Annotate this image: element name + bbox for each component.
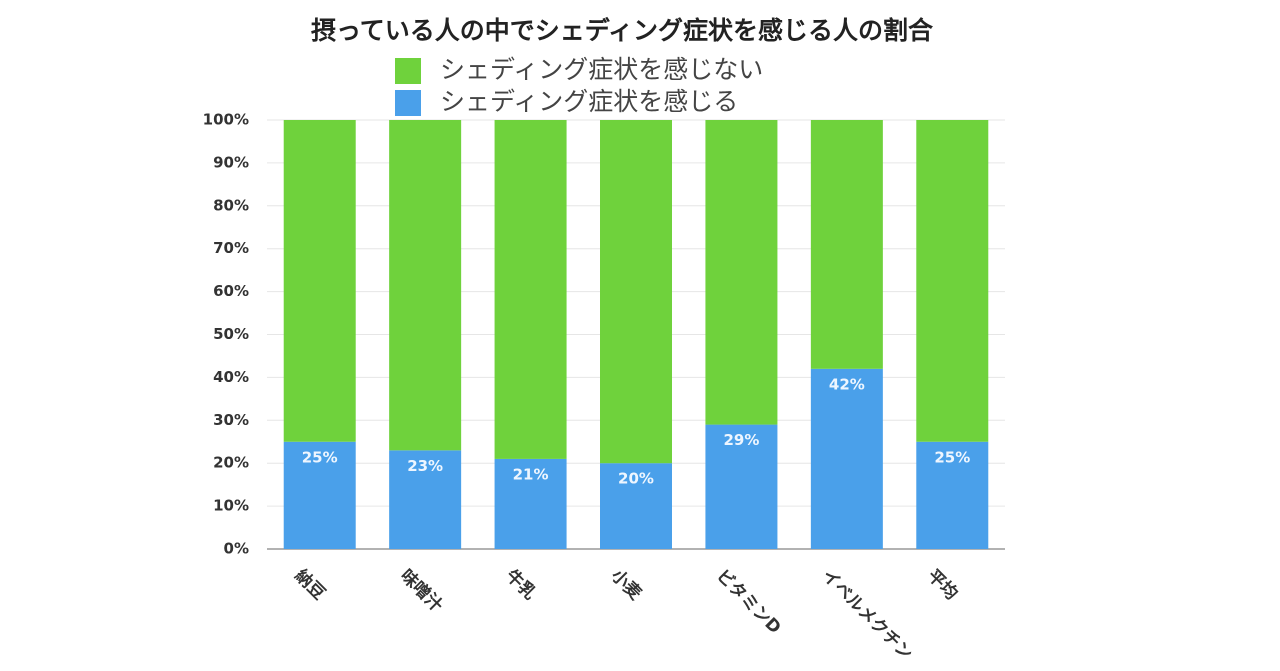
- chart-title: 摂っている人の中でシェディング症状を感じる人の割合: [311, 16, 934, 45]
- bar-segment: [916, 441, 989, 549]
- legend-swatch: [395, 58, 421, 84]
- data-label: 42%: [829, 375, 865, 393]
- y-tick-label: 30%: [213, 411, 249, 429]
- bar-segment: [705, 424, 778, 549]
- bar-segment: [810, 120, 883, 369]
- legend-label: シェディング症状を感じる: [440, 87, 738, 116]
- bar-segment: [389, 450, 462, 549]
- y-tick-label: 20%: [213, 454, 249, 472]
- y-tick-label: 60%: [213, 282, 249, 300]
- x-tick-label: 平均: [923, 565, 962, 604]
- x-tick-label: イベルメクチン: [818, 566, 916, 664]
- y-tick-label: 70%: [213, 239, 249, 257]
- data-label: 23%: [407, 457, 443, 475]
- data-label: 25%: [302, 448, 338, 466]
- legend-swatch: [395, 90, 421, 116]
- bar-segment: [283, 441, 356, 549]
- y-tick-label: 50%: [213, 325, 249, 343]
- x-tick-label: 牛乳: [502, 565, 541, 604]
- x-tick-label: ビタミンD: [712, 566, 784, 638]
- y-tick-label: 0%: [224, 540, 249, 558]
- bar-segment: [600, 120, 672, 464]
- x-tick-label: 味噌汁: [396, 565, 447, 616]
- data-label: 25%: [934, 448, 970, 466]
- bar-segment: [283, 120, 356, 442]
- bar-segment: [916, 120, 989, 442]
- y-tick-label: 40%: [213, 368, 249, 386]
- data-label: 29%: [723, 431, 759, 449]
- y-tick-label: 10%: [213, 497, 249, 515]
- y-tick-label: 100%: [203, 111, 249, 129]
- x-tick-label: 納豆: [291, 565, 330, 604]
- legend-label: シェディング症状を感じない: [440, 55, 763, 84]
- data-label: 20%: [618, 470, 654, 488]
- bar-segment: [705, 120, 778, 425]
- bar-segment: [600, 463, 672, 549]
- bar-segment: [494, 120, 567, 459]
- x-tick-label: 小麦: [607, 565, 647, 605]
- data-label: 21%: [513, 465, 549, 483]
- bar-segment: [494, 458, 567, 549]
- bar-segment: [389, 120, 462, 451]
- bar-segment: [810, 368, 883, 549]
- y-tick-label: 80%: [213, 196, 249, 214]
- y-tick-label: 90%: [213, 153, 249, 171]
